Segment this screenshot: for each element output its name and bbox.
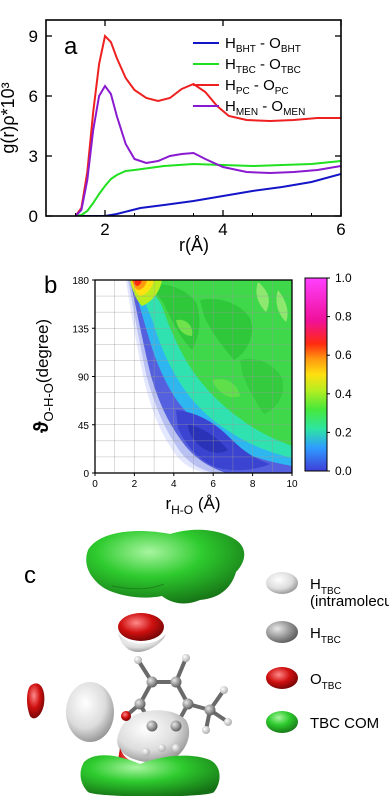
legend-grey-icon [266, 621, 298, 643]
legend-white-translucent-icon [266, 572, 298, 594]
legend-red-icon [266, 667, 298, 689]
colorbar [304, 277, 328, 472]
b-xtick-label: 2 [132, 479, 138, 490]
legend-green-icon [266, 711, 298, 733]
colorbar-tick-label: 0.4 [335, 387, 352, 401]
panel-a-ticks: 2 4 6 0 3 6 9 [29, 20, 346, 239]
a-ytick-label: 0 [29, 207, 38, 226]
legend-a-label-2: HPC - OPC [225, 77, 289, 97]
b-ytick-label: 135 [72, 324, 89, 335]
b-ytick-label: 0 [83, 469, 89, 480]
b-ytick-label: 90 [78, 373, 90, 384]
b-xtick-label: 10 [286, 479, 298, 490]
panel-b-ylabel: ϑO-H-O(degree) [31, 319, 56, 433]
rdf-series-2 [74, 33, 341, 216]
molecule-atoms [121, 654, 232, 756]
a-ytick-label: 9 [29, 27, 38, 46]
panel-b-letter: b [44, 272, 57, 299]
b-xtick-label: 4 [171, 479, 177, 490]
panel-c-letter: c [24, 562, 36, 589]
red-surface-upper [118, 613, 164, 641]
rdf-series-0 [75, 173, 341, 216]
b-ytick-label: 180 [72, 276, 89, 287]
panel-a-letter: a [64, 33, 78, 60]
a-xtick-label: 4 [218, 220, 227, 239]
rdf-series-group [74, 33, 341, 216]
b-xtick-label: 8 [250, 479, 256, 490]
panel-a-rdf-chart: a 2 4 6 0 3 6 9 g(r)ρ*10³ r(Å) HBHT - OBHTHTBC… [0, 19, 346, 255]
legend-c-item-2: HTBC [310, 625, 341, 646]
b-ytick-label: 45 [78, 421, 90, 432]
panel-a-ylabel: g(r)ρ*10³ [0, 82, 18, 153]
panel-b-xlabel: rH-O (Å) [165, 494, 220, 517]
colorbar-tick-label: 0.8 [335, 310, 352, 324]
panel-b-grid [95, 280, 292, 473]
b-xtick-label: 6 [210, 479, 216, 490]
a-ytick-label: 6 [29, 87, 38, 106]
white-surface-upper [118, 632, 166, 652]
b-xtick-label: 0 [92, 479, 98, 490]
legend-a-label-1: HTBC - OTBC [225, 56, 301, 76]
legend-c-item-4: TBC COM [310, 715, 379, 732]
legend-c-item-1-line2: (intramolecular) [310, 593, 389, 610]
white-intramolecular-lobe [66, 682, 114, 742]
colorbar-ticks: 0.0 0.2 0.4 0.6 0.8 1.0 [327, 271, 352, 478]
green-surface-top [86, 529, 245, 604]
red-surface-left [27, 683, 45, 719]
panel-a-xlabel: r(Å) [179, 235, 209, 255]
colorbar-tick-label: 1.0 [335, 271, 352, 285]
legend-c-item-3: OTBC [310, 671, 342, 692]
legend-a-label-3: HMEN - OMEN [225, 98, 305, 118]
panel-b-angular-distribution: b [31, 271, 352, 517]
panel-c-legend: HTBC (intramolecular) HTBC OTBC TBC COM [266, 572, 389, 733]
rdf-series-3 [74, 84, 341, 216]
legend-a-label-0: HBHT - OBHT [225, 35, 301, 55]
legend-c-item-1: HTBC [310, 576, 341, 597]
panel-c-spatial-density: c [24, 529, 389, 796]
rdf-series-1 [75, 160, 341, 216]
a-xtick-label: 2 [100, 220, 109, 239]
panel-b-ticks: 0 2 4 6 8 10 0 45 90 135 180 [72, 276, 298, 490]
green-surface-bottom [80, 755, 220, 796]
colorbar-tick-label: 0.6 [335, 348, 352, 362]
a-ytick-label: 3 [29, 147, 38, 166]
colorbar-tick-label: 0.0 [335, 464, 352, 478]
a-xtick-label: 6 [336, 220, 345, 239]
colorbar-tick-label: 0.2 [335, 425, 352, 439]
